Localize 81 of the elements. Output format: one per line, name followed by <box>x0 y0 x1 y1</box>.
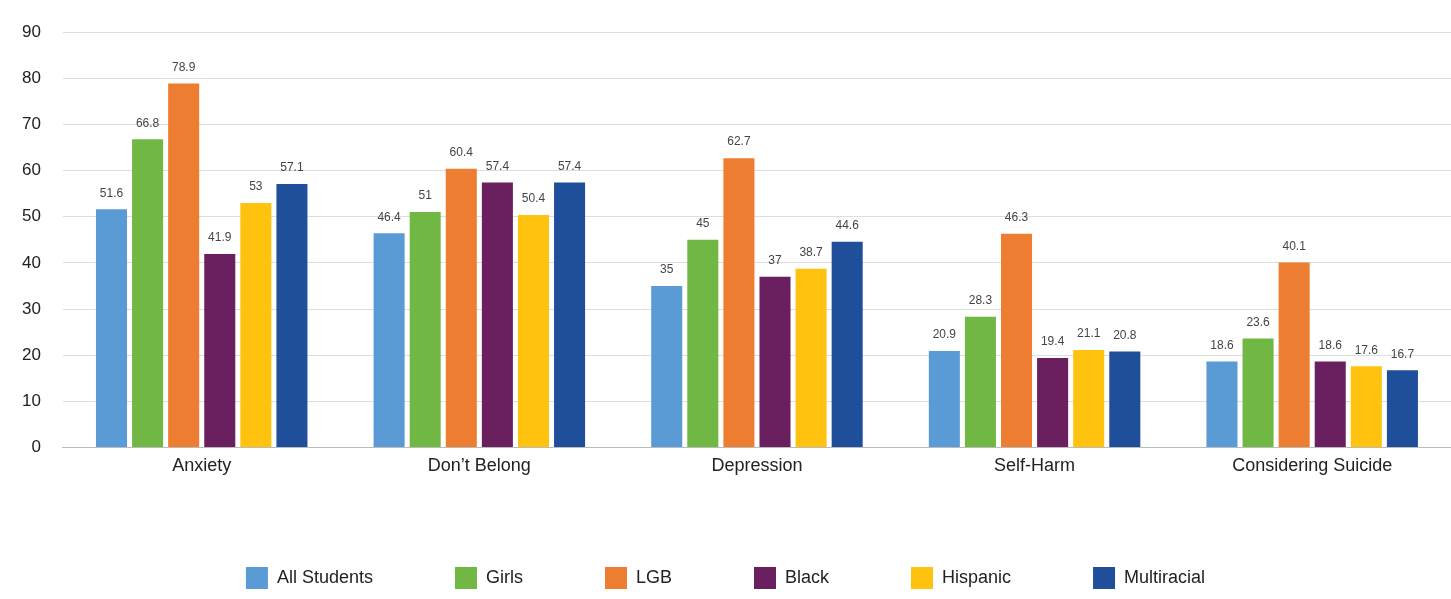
data-label: 35 <box>660 262 674 277</box>
data-label: 18.6 <box>1318 337 1343 352</box>
bar <box>1001 233 1033 447</box>
bar <box>831 241 863 447</box>
data-label: 21.1 <box>1077 326 1101 341</box>
legend-label: Multiracial <box>1124 566 1206 587</box>
y-tick-label: 80 <box>21 68 41 88</box>
data-label: 18.6 <box>1210 337 1234 352</box>
y-tick-label: 50 <box>21 206 41 226</box>
data-label: 51 <box>418 188 433 203</box>
legend-label: Girls <box>485 566 523 587</box>
y-tick-label: 30 <box>21 298 41 318</box>
data-label: 17.6 <box>1354 342 1379 357</box>
y-tick-label: 70 <box>21 114 41 134</box>
legend-label: All Students <box>276 566 373 587</box>
data-label: 20.9 <box>932 327 957 342</box>
data-label: 57.4 <box>485 158 510 173</box>
bar <box>1037 357 1069 447</box>
data-label: 60.4 <box>449 145 474 160</box>
data-label: 57.4 <box>557 158 582 173</box>
bar <box>204 254 236 447</box>
data-label: 78.9 <box>171 59 196 74</box>
bar <box>481 182 513 447</box>
bar <box>1278 262 1310 447</box>
legend-label: LGB <box>635 566 673 587</box>
bar <box>95 209 128 447</box>
bar <box>1109 351 1141 447</box>
bar <box>964 316 996 447</box>
bar <box>373 233 405 447</box>
bar <box>1073 350 1105 447</box>
data-label: 41.9 <box>208 230 232 245</box>
bar <box>795 268 827 447</box>
data-label: 45 <box>696 216 710 231</box>
bar <box>168 83 200 447</box>
x-tick-label: Self-Harm <box>994 455 1076 476</box>
x-tick-label: Anxiety <box>172 455 232 476</box>
bar <box>276 183 308 447</box>
data-label: 46.4 <box>377 209 402 224</box>
data-label: 46.3 <box>1004 210 1029 225</box>
data-label: 20.8 <box>1113 327 1137 342</box>
bar <box>1206 361 1238 447</box>
bar <box>1386 370 1418 447</box>
y-tick-label: 0 <box>31 437 41 457</box>
data-label: 16.7 <box>1390 346 1415 361</box>
bar <box>409 212 441 447</box>
bar <box>554 182 586 447</box>
y-tick-label: 60 <box>21 160 41 180</box>
data-label: 51.6 <box>99 185 124 200</box>
x-tick-label: Depression <box>711 455 803 476</box>
y-tick-label: 90 <box>21 21 41 41</box>
data-label: 40.1 <box>1282 238 1307 253</box>
data-label: 38.7 <box>799 245 824 260</box>
bar <box>651 285 683 447</box>
x-tick-label: Don’t Belong <box>427 455 531 476</box>
data-label: 66.8 <box>135 115 160 130</box>
x-tick-label: Considering Suicide <box>1232 455 1393 476</box>
bar <box>1314 361 1346 447</box>
y-tick-label: 40 <box>21 252 41 272</box>
bar <box>132 139 164 447</box>
data-label: 53 <box>249 179 263 194</box>
data-label: 50.4 <box>521 191 546 206</box>
data-label: 28.3 <box>968 293 993 308</box>
data-label: 37 <box>768 253 782 268</box>
y-tick-label: 10 <box>21 390 41 410</box>
data-label: 62.7 <box>727 134 751 149</box>
bar <box>687 239 719 447</box>
legend-label: Hispanic <box>942 566 1012 587</box>
bar <box>759 276 791 447</box>
y-tick-label: 20 <box>21 344 41 364</box>
data-label: 19.4 <box>1040 334 1065 349</box>
bar <box>445 168 477 447</box>
data-label: 44.6 <box>835 217 860 232</box>
bar <box>240 202 272 447</box>
data-label: 23.6 <box>1246 314 1271 329</box>
legend-label: Black <box>785 566 831 587</box>
bar <box>1242 338 1274 447</box>
bar <box>1350 366 1382 447</box>
data-label: 57.1 <box>280 160 304 175</box>
bar <box>517 214 549 447</box>
bar <box>928 350 960 447</box>
bar <box>723 158 755 447</box>
